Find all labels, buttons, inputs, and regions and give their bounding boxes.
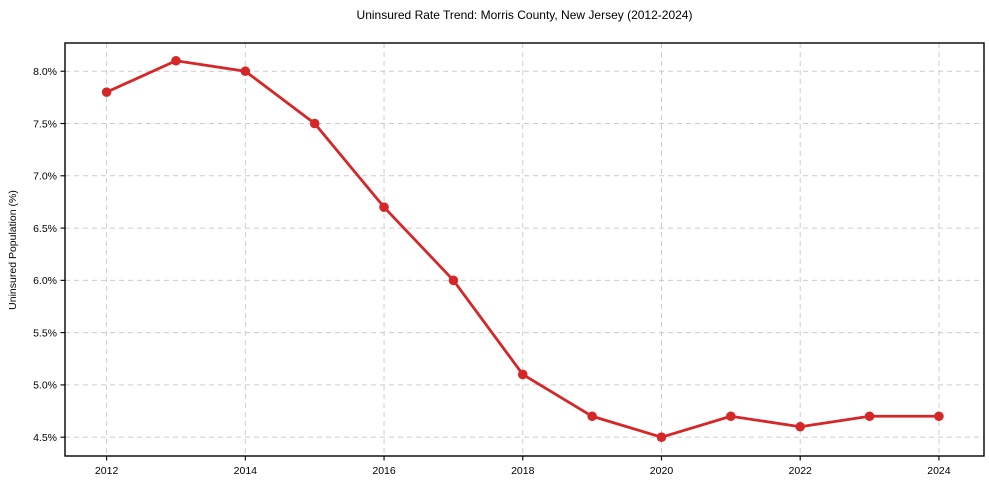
y-tick-label: 5.5% (33, 327, 57, 339)
data-point-2020 (656, 432, 667, 442)
x-tick-label: 2018 (511, 465, 535, 477)
y-tick-label: 7.5% (33, 118, 57, 130)
x-tick-label: 2014 (234, 465, 258, 477)
x-tick-label: 2024 (927, 465, 951, 477)
data-point-2021 (726, 411, 736, 422)
data-point-2015 (309, 118, 320, 129)
y-tick-label: 5.0% (33, 380, 57, 392)
data-point-2017 (448, 275, 459, 286)
data-point-2018 (517, 369, 528, 380)
axes-spines (64, 42, 985, 457)
y-tick-label: 6.5% (33, 223, 57, 235)
data-point-2023 (864, 411, 875, 422)
y-tick-label: 6.0% (33, 275, 57, 287)
x-tick-label: 2012 (95, 465, 119, 477)
y-tick-label: 4.5% (33, 432, 57, 444)
y-tick-label: 7.0% (33, 171, 57, 183)
data-point-2022 (795, 421, 805, 432)
data-point-2024 (934, 411, 944, 422)
x-tick-label: 2016 (372, 465, 396, 477)
data-point-2013 (171, 55, 181, 66)
data-point-2012 (101, 87, 112, 97)
y-tick-label: 8.0% (33, 66, 57, 78)
x-tick-label: 2020 (650, 465, 674, 477)
data-point-2019 (587, 411, 597, 422)
data-point-2016 (379, 202, 389, 212)
x-tick-label: 2022 (789, 465, 813, 477)
chart-title: Uninsured Rate Trend: Morris County, New… (356, 8, 693, 22)
data-point-2014 (240, 66, 251, 77)
